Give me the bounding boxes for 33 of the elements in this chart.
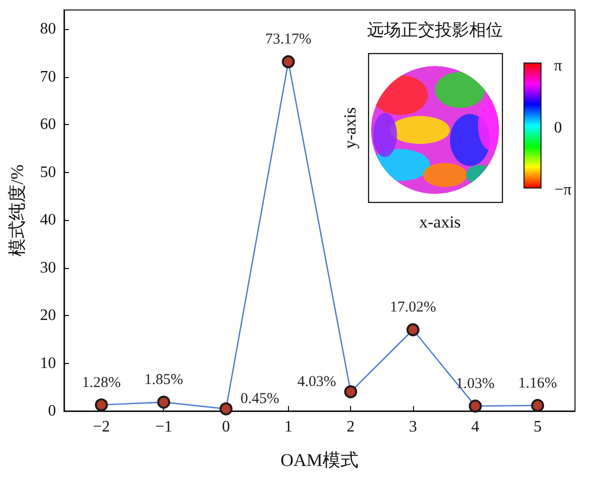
annotation: π	[554, 58, 562, 74]
x-tick-label: 1	[284, 418, 292, 436]
x-tick-label: 0	[222, 418, 230, 436]
data-label: 1.16%	[518, 375, 557, 392]
y-tick-label: 60	[40, 116, 56, 134]
x-tick-label: −1	[155, 418, 172, 436]
x-tick-label: 4	[471, 418, 480, 436]
y-tick-label: 0	[48, 402, 56, 420]
annotation: x-axis	[419, 212, 461, 232]
y-tick-label: 80	[40, 20, 56, 38]
y-tick-label: 70	[40, 68, 56, 86]
data-label: 1.85%	[144, 372, 184, 388]
data-label: 1.28%	[82, 374, 121, 391]
x-tick-label: 3	[408, 418, 417, 436]
y-tick-label: 20	[40, 307, 56, 324]
data-label: 1.03%	[456, 376, 495, 392]
data-label: 17.02%	[390, 300, 436, 316]
x-tick-label: 5	[534, 418, 542, 436]
data-label: 0.45%	[240, 390, 280, 407]
x-tick-label: −2	[92, 418, 110, 436]
annotation: 0	[554, 120, 562, 136]
y-tick-label: 10	[40, 354, 56, 372]
y-axis-title: 模式纯度/%	[7, 164, 27, 256]
annotation: −π	[554, 182, 572, 198]
x-tick-label: 2	[346, 418, 355, 436]
x-axis-title: OAM模式	[280, 450, 359, 470]
data-label: 4.03%	[297, 374, 336, 390]
data-label: 73.17%	[265, 32, 312, 48]
y-tick-label: 30	[40, 259, 56, 276]
annotation: y-axis	[340, 107, 360, 149]
annotation: 远场正交投影相位	[367, 20, 503, 40]
y-tick-label: 50	[40, 164, 56, 181]
y-tick-label: 40	[40, 212, 56, 229]
